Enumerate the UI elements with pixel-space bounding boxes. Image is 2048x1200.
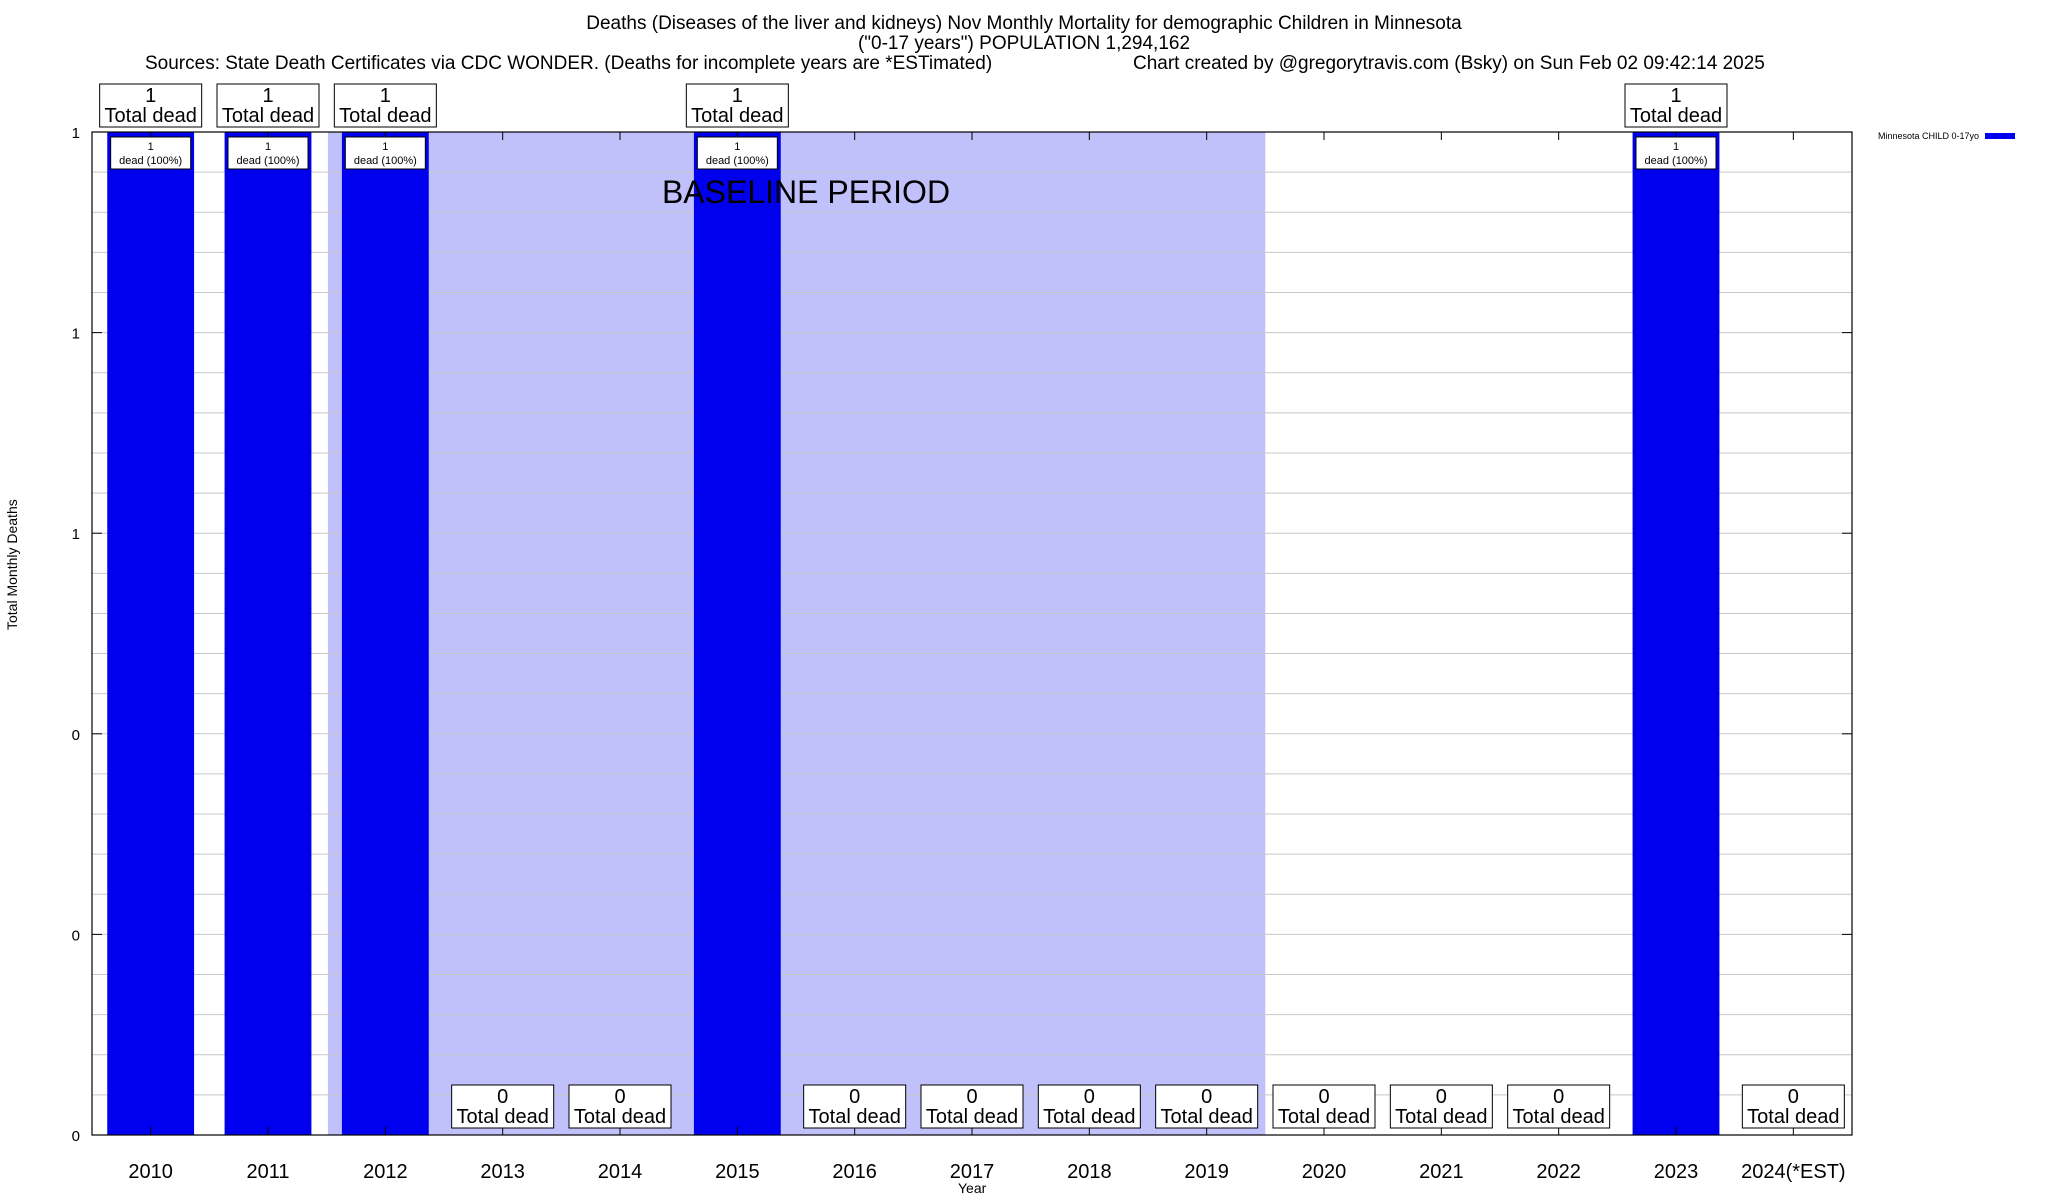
inner-data-label-text: dead (100%) bbox=[119, 155, 182, 167]
data-label-value: 0 bbox=[1553, 1086, 1564, 1108]
x-tick-label: 2010 bbox=[128, 1161, 173, 1183]
data-label-text: Total dead bbox=[1513, 1106, 1605, 1128]
data-label-box bbox=[1155, 1084, 1259, 1129]
chart-title: Deaths (Diseases of the liver and kidney… bbox=[586, 13, 1462, 34]
inner-data-label-box bbox=[696, 136, 778, 170]
x-tick-label: 2013 bbox=[480, 1161, 525, 1183]
x-tick-label: 2012 bbox=[363, 1161, 408, 1183]
inner-data-label-text: dead (100%) bbox=[1645, 155, 1708, 167]
inner-data-label-value: 1 bbox=[148, 141, 154, 153]
data-label-box bbox=[216, 83, 320, 128]
y-tick-label: 1 bbox=[72, 326, 80, 343]
data-label-text: Total dead bbox=[105, 105, 197, 127]
data-label-text: Total dead bbox=[1161, 1106, 1253, 1128]
data-label-box bbox=[1624, 83, 1728, 128]
baseline-period-label: BASELINE PERIOD bbox=[662, 174, 950, 210]
x-tick-label: 2019 bbox=[1184, 1161, 1229, 1183]
x-tick-label: 2023 bbox=[1654, 1161, 1699, 1183]
bar bbox=[693, 132, 781, 1135]
x-tick-label: 2020 bbox=[1302, 1161, 1347, 1183]
y-tick-label: 1 bbox=[72, 526, 80, 543]
data-label-text: Total dead bbox=[457, 1106, 549, 1128]
x-tick-label: 2024(*EST) bbox=[1741, 1161, 1846, 1183]
data-label-text: Total dead bbox=[1747, 1106, 1839, 1128]
data-label-text: Total dead bbox=[809, 1106, 901, 1128]
inner-data-label-box bbox=[110, 136, 192, 170]
data-label-value: 0 bbox=[1788, 1086, 1799, 1108]
bar bbox=[107, 132, 195, 1135]
x-tick-label: 2022 bbox=[1536, 1161, 1581, 1183]
data-label-value: 1 bbox=[732, 85, 743, 107]
data-label-box bbox=[1507, 1084, 1611, 1129]
inner-data-label-value: 1 bbox=[265, 141, 271, 153]
inner-data-label-value: 1 bbox=[382, 141, 388, 153]
credit-note: Chart created by @gregorytravis.com (Bsk… bbox=[1133, 53, 1765, 74]
inner-data-label-box bbox=[1635, 136, 1717, 170]
data-label-box bbox=[568, 1084, 672, 1129]
data-label-text: Total dead bbox=[1395, 1106, 1487, 1128]
data-label-box bbox=[803, 1084, 907, 1129]
data-label-box bbox=[333, 83, 437, 128]
data-label-value: 1 bbox=[145, 85, 156, 107]
data-label-box bbox=[1741, 1084, 1845, 1129]
data-label-value: 0 bbox=[1201, 1086, 1212, 1108]
x-tick-label: 2011 bbox=[246, 1161, 289, 1183]
inner-data-label-box bbox=[227, 136, 309, 170]
data-label-value: 1 bbox=[262, 85, 273, 107]
data-label-value: 1 bbox=[380, 85, 391, 107]
data-label-text: Total dead bbox=[222, 105, 314, 127]
data-label-box bbox=[1037, 1084, 1141, 1129]
y-tick-label: 1 bbox=[72, 125, 80, 142]
bar bbox=[224, 132, 312, 1135]
data-label-value: 0 bbox=[497, 1086, 508, 1108]
inner-data-label-text: dead (100%) bbox=[354, 155, 417, 167]
y-axis-label: Total Monthly Deaths bbox=[4, 499, 20, 630]
data-label-text: Total dead bbox=[691, 105, 783, 127]
inner-data-label-text: dead (100%) bbox=[706, 155, 769, 167]
data-label-value: 0 bbox=[1436, 1086, 1447, 1108]
inner-data-label-box bbox=[344, 136, 426, 170]
bar bbox=[1632, 132, 1720, 1135]
x-tick-label: 2014 bbox=[598, 1161, 643, 1183]
data-label-value: 0 bbox=[1318, 1086, 1329, 1108]
data-label-value: 0 bbox=[849, 1086, 860, 1108]
data-label-box bbox=[920, 1084, 1024, 1129]
y-tick-label: 0 bbox=[72, 1128, 80, 1145]
sources-note: Sources: State Death Certificates via CD… bbox=[145, 53, 993, 74]
data-label-text: Total dead bbox=[1278, 1106, 1370, 1128]
data-label-box bbox=[99, 83, 203, 128]
x-tick-label: 2015 bbox=[715, 1161, 760, 1183]
data-label-value: 0 bbox=[614, 1086, 625, 1108]
data-label-text: Total dead bbox=[1043, 1106, 1135, 1128]
inner-data-label-value: 1 bbox=[1673, 141, 1679, 153]
legend-swatch bbox=[1985, 133, 2016, 139]
baseline-period-shade bbox=[327, 132, 1266, 1135]
x-axis-label: Year bbox=[958, 1180, 987, 1196]
chart-subtitle: ("0-17 years") POPULATION 1,294,162 bbox=[857, 33, 1191, 54]
inner-data-label-value: 1 bbox=[734, 141, 740, 153]
y-tick-label: 0 bbox=[72, 927, 80, 944]
data-label-box bbox=[685, 83, 789, 128]
legend-label: Minnesota CHILD 0-17yo bbox=[1878, 131, 1980, 141]
y-tick-label: 0 bbox=[72, 727, 80, 744]
x-tick-label: 2018 bbox=[1067, 1161, 1112, 1183]
data-label-value: 1 bbox=[1670, 85, 1681, 107]
data-label-box bbox=[451, 1084, 555, 1129]
data-label-box bbox=[1272, 1084, 1376, 1129]
data-label-text: Total dead bbox=[926, 1106, 1018, 1128]
x-tick-label: 2021 bbox=[1419, 1161, 1464, 1183]
legend: Minnesota CHILD 0-17yo bbox=[1878, 131, 2016, 141]
bar bbox=[341, 132, 429, 1135]
data-label-text: Total dead bbox=[339, 105, 431, 127]
data-label-text: Total dead bbox=[574, 1106, 666, 1128]
inner-data-label-text: dead (100%) bbox=[237, 155, 300, 167]
x-tick-label: 2016 bbox=[832, 1161, 877, 1183]
x-tick-label: 2017 bbox=[950, 1161, 995, 1183]
data-label-text: Total dead bbox=[1630, 105, 1722, 127]
data-label-value: 0 bbox=[1084, 1086, 1095, 1108]
data-label-value: 0 bbox=[966, 1086, 977, 1108]
data-label-box bbox=[1389, 1084, 1493, 1129]
